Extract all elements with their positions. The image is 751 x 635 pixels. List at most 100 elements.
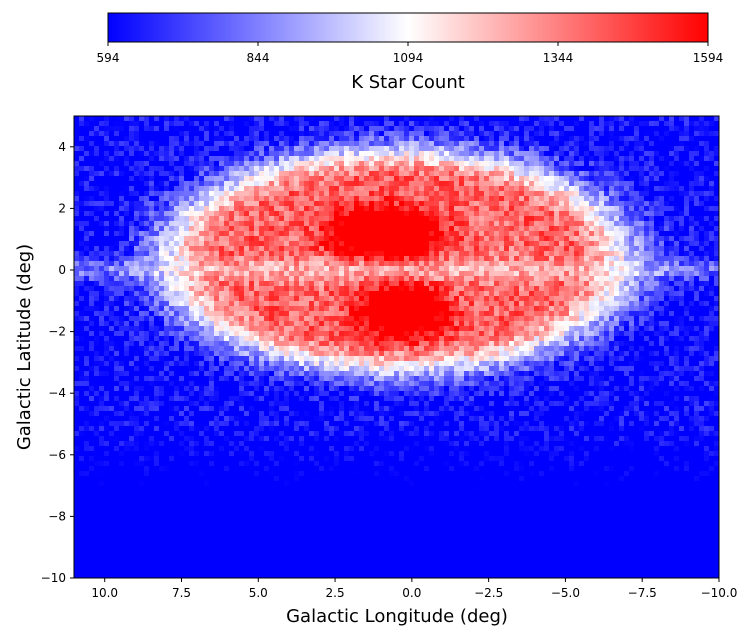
heatmap-cell [119,171,125,177]
heatmap-cell [539,201,545,207]
heatmap-cell [324,296,330,302]
heatmap-cell [144,216,150,222]
heatmap-cell [534,291,540,297]
heatmap-cell [169,176,175,182]
heatmap-cell [569,301,575,307]
heatmap-cell [489,196,495,202]
heatmap-cell [594,166,600,172]
heatmap-cell [124,276,130,282]
heatmap-cell [434,131,440,137]
heatmap-cell [519,201,525,207]
heatmap-cell [184,156,190,162]
heatmap-cell [364,156,370,162]
heatmap-cell [159,271,165,277]
heatmap-cell [249,131,255,137]
heatmap-cell [234,171,240,177]
heatmap-cell [364,146,370,152]
heatmap-cell [554,266,560,272]
heatmap-cell [524,216,530,222]
heatmap-cell [394,221,400,227]
heatmap-cell [254,181,260,187]
heatmap-cell [264,216,270,222]
heatmap-cell [479,286,485,292]
heatmap-cell [479,131,485,137]
heatmap-cell [559,301,565,307]
heatmap-cell [419,151,425,157]
heatmap-cell [364,301,370,307]
heatmap-cell [524,296,530,302]
heatmap-cell [714,146,719,152]
heatmap-cell [404,251,410,257]
heatmap-cell [429,241,435,247]
heatmap-cell [279,201,285,207]
heatmap-cell [79,196,85,202]
heatmap-cell [694,211,700,217]
heatmap-cell [679,276,685,282]
heatmap-cell [204,226,210,232]
heatmap-cell [114,191,120,197]
heatmap-cell [529,236,535,242]
heatmap-cell [119,281,125,287]
heatmap-cell [104,196,110,202]
heatmap-cell [194,166,200,172]
heatmap-cell [654,161,660,167]
heatmap-cell [184,136,190,142]
heatmap-cell [639,241,645,247]
heatmap-cell [269,306,275,312]
heatmap-cell [269,121,275,127]
heatmap-cell [449,221,455,227]
heatmap-cell [184,116,190,122]
heatmap-cell [404,226,410,232]
heatmap-cell [359,211,365,217]
heatmap-cell [499,141,505,147]
heatmap-cell [439,201,445,207]
heatmap-cell [454,256,460,262]
heatmap-cell [439,241,445,247]
heatmap-cell [429,201,435,207]
heatmap-cell [204,281,210,287]
heatmap-cell [484,226,490,232]
heatmap-cell [224,301,230,307]
heatmap-cell [669,191,675,197]
heatmap-cell [109,161,115,167]
heatmap-cell [149,241,155,247]
heatmap-cell [494,181,500,187]
heatmap-cell [429,156,435,162]
heatmap-cell [674,161,680,167]
heatmap-cell [434,186,440,192]
heatmap-cell [289,226,295,232]
heatmap-cell [619,221,625,227]
heatmap-cell [544,296,550,302]
heatmap-cell [639,151,645,157]
heatmap-cell [694,291,700,297]
heatmap-cell [499,201,505,207]
heatmap-cell [699,116,705,122]
heatmap-cell [474,156,480,162]
heatmap-cell [284,281,290,287]
heatmap-cell [94,246,100,252]
heatmap-cell [709,146,715,152]
heatmap-cell [604,276,610,282]
heatmap-cell [164,286,170,292]
heatmap-cell [409,161,415,167]
heatmap-cell [214,146,220,152]
heatmap-cell [359,241,365,247]
heatmap-cell [404,231,410,237]
heatmap-cell [714,151,719,157]
heatmap-cell [709,201,715,207]
heatmap-cell [529,161,535,167]
heatmap-cell [449,206,455,212]
heatmap-cell [174,131,180,137]
heatmap-cell [219,271,225,277]
heatmap-cell [339,121,345,127]
heatmap-cell [374,151,380,157]
heatmap-cell [479,271,485,277]
heatmap-cell [224,291,230,297]
heatmap-cell [684,121,690,127]
heatmap-cell [519,236,525,242]
heatmap-cell [244,176,250,182]
heatmap-cell [319,186,325,192]
heatmap-cell [159,146,165,152]
heatmap-cell [259,211,265,217]
